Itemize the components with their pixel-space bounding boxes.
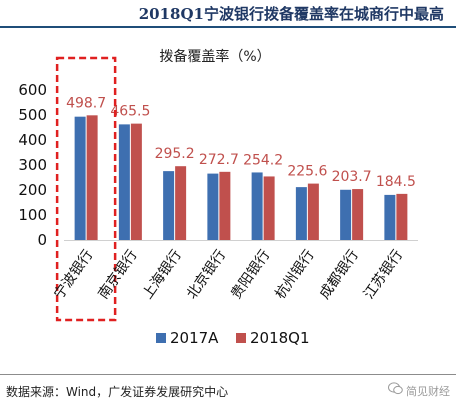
y-tick-label: 600 bbox=[18, 81, 47, 99]
x-tick-label: 江苏银行 bbox=[361, 247, 406, 302]
y-tick-label: 400 bbox=[18, 131, 47, 149]
bars bbox=[74, 115, 408, 240]
x-tick-label: 杭州银行 bbox=[272, 247, 317, 302]
source-note: 数据来源：Wind，广发证券发展研究中心 bbox=[6, 385, 229, 399]
footer-divider bbox=[0, 374, 456, 375]
bar-2018Q1 bbox=[175, 166, 187, 240]
y-tick-label: 500 bbox=[18, 106, 47, 124]
watermark-text: 简见财经 bbox=[406, 385, 450, 398]
y-tick-label: 200 bbox=[18, 181, 47, 199]
data-label: 465.5 bbox=[110, 104, 150, 120]
highlight bbox=[55, 56, 117, 322]
bar-2017A bbox=[74, 116, 86, 240]
data-label: 295.2 bbox=[155, 146, 195, 162]
legend-swatch bbox=[156, 333, 166, 343]
title-bar: 2018Q1宁波银行拨备覆盖率在城商行中最高 bbox=[0, 0, 456, 28]
bar-2017A bbox=[340, 189, 352, 240]
bar-2018Q1 bbox=[263, 176, 275, 240]
bar-2017A bbox=[384, 194, 396, 240]
bar-2017A bbox=[251, 172, 263, 240]
y-tick-label: 300 bbox=[18, 156, 47, 174]
legend-swatch bbox=[236, 333, 246, 343]
wechat-icon bbox=[388, 382, 403, 398]
highlight-box bbox=[55, 56, 117, 322]
data-label: 498.7 bbox=[66, 95, 106, 111]
data-label: 203.7 bbox=[332, 169, 372, 185]
data-label: 254.2 bbox=[243, 152, 283, 168]
y-tick-label: 0 bbox=[37, 231, 47, 249]
page-title: 2018Q1宁波银行拨备覆盖率在城商行中最高 bbox=[138, 5, 444, 23]
chart-title: 拨备覆盖率（%） bbox=[159, 48, 270, 65]
bar-2017A bbox=[118, 124, 130, 240]
x-tick-label: 成都银行 bbox=[317, 247, 362, 302]
x-tick-label: 南京银行 bbox=[95, 247, 140, 302]
x-tick-label: 上海银行 bbox=[140, 247, 185, 302]
x-tick-label: 贵阳银行 bbox=[228, 247, 273, 302]
legend: 2017A 2018Q1 bbox=[156, 329, 310, 347]
bar-2018Q1 bbox=[219, 171, 231, 240]
bar-2018Q1 bbox=[86, 115, 98, 240]
bar-2017A bbox=[207, 173, 219, 240]
legend-label: 2018Q1 bbox=[250, 329, 310, 347]
data-label: 184.5 bbox=[376, 174, 416, 190]
bar-2018Q1 bbox=[130, 123, 142, 240]
bar-2018Q1 bbox=[396, 193, 408, 240]
x-axis: 宁波银行 南京银行 上海银行 北京银行 贵阳银行 杭州银行 成都银行 江苏银行 bbox=[50, 240, 418, 302]
y-tick-label: 100 bbox=[18, 206, 47, 224]
data-label: 225.6 bbox=[287, 164, 327, 180]
bar-2017A bbox=[163, 171, 175, 240]
legend-label: 2017A bbox=[170, 329, 219, 347]
data-label: 272.7 bbox=[199, 152, 239, 168]
bar-2018Q1 bbox=[352, 189, 364, 240]
watermark: 简见财经 bbox=[388, 382, 450, 399]
bar-2018Q1 bbox=[307, 183, 319, 240]
bar-2017A bbox=[295, 187, 307, 240]
x-tick-label: 北京银行 bbox=[184, 247, 229, 302]
y-axis: 0 100 200 300 400 500 600 bbox=[18, 81, 47, 249]
